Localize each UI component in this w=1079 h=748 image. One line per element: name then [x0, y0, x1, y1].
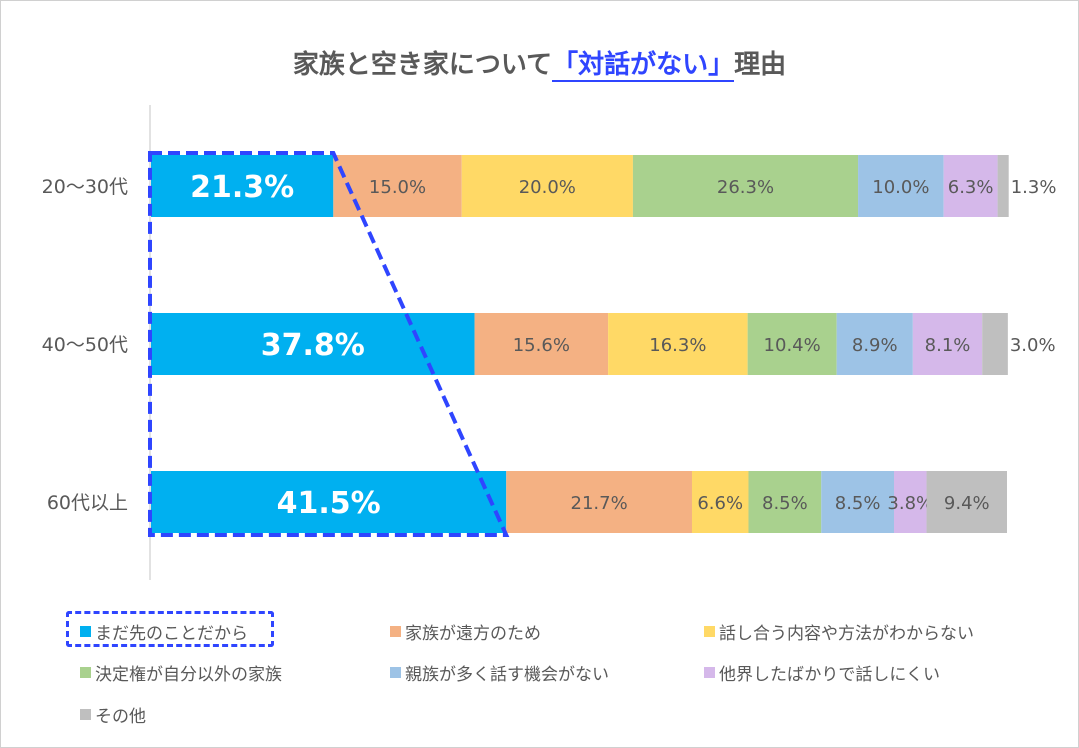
bar-segment	[474, 313, 609, 375]
legend-swatch	[390, 626, 401, 637]
data-label: 21.3%	[190, 170, 294, 205]
legend-item: その他	[80, 702, 146, 727]
data-label: 3.0%	[1010, 335, 1056, 356]
bar-segment	[997, 155, 1009, 217]
data-label: 15.6%	[513, 335, 570, 356]
legend-label: 決定権が自分以外の家族	[95, 665, 282, 685]
legend-label: まだ先のことだから	[95, 624, 248, 644]
legend-item: 家族が遠方のため	[390, 619, 541, 644]
bar-segment	[943, 155, 998, 217]
category-label: 20～30代	[42, 176, 128, 198]
bar-segment	[747, 313, 837, 375]
data-label: 10.0%	[872, 177, 929, 198]
data-label: 15.0%	[369, 177, 426, 198]
data-label: 6.3%	[948, 177, 994, 198]
data-label: 9.4%	[944, 493, 990, 514]
bar-segment	[691, 471, 749, 533]
legend-label: 家族が遠方のため	[405, 624, 541, 644]
legend-swatch	[704, 626, 715, 637]
legend-label: 話し合う内容や方法がわからない	[719, 624, 974, 644]
bar-segment	[608, 313, 748, 375]
legend-highlight-box	[66, 611, 274, 647]
legend-label: その他	[95, 707, 146, 727]
legend-swatch	[704, 667, 715, 678]
highlight-outline	[148, 151, 510, 537]
legend-item: 親族が多く話す機会がない	[390, 660, 609, 685]
legend-item: 他界したばかりで話しにくい	[704, 660, 940, 685]
legend-swatch	[80, 626, 91, 637]
bar-segment	[894, 471, 927, 533]
bar-segment	[982, 313, 1008, 375]
data-label: 41.5%	[277, 486, 381, 521]
legend-label: 他界したばかりで話しにくい	[719, 665, 940, 685]
data-label: 1.3%	[1011, 177, 1057, 198]
title-suffix: 理由	[734, 50, 787, 80]
legend-item: 話し合う内容や方法がわからない	[704, 619, 974, 644]
data-label: 37.8%	[261, 328, 365, 363]
bar-segment	[836, 313, 913, 375]
category-label: 60代以上	[47, 492, 128, 514]
bar-segment	[151, 155, 334, 217]
bar-segment	[151, 313, 475, 375]
data-label: 8.5%	[762, 493, 808, 514]
bar-segment	[912, 313, 983, 375]
data-label: 16.3%	[649, 335, 706, 356]
bar-segment	[506, 471, 692, 533]
bar-segment	[748, 471, 822, 533]
bar-segment	[632, 155, 859, 217]
data-label: 10.4%	[764, 335, 821, 356]
data-label: 26.3%	[717, 177, 774, 198]
bar-segment	[461, 155, 633, 217]
data-label: 3.8%	[887, 493, 933, 514]
legend-label: 親族が多く話す機会がない	[405, 665, 609, 685]
legend-swatch	[80, 709, 91, 720]
title-prefix: 家族と空き家について	[292, 50, 553, 80]
data-label: 8.1%	[925, 335, 971, 356]
bar-segment	[151, 471, 507, 533]
data-label: 8.9%	[852, 335, 898, 356]
data-label: 6.6%	[697, 493, 743, 514]
data-label: 20.0%	[519, 177, 576, 198]
legend-swatch	[80, 667, 91, 678]
legend-item: 決定権が自分以外の家族	[80, 660, 282, 685]
bar-segment	[821, 471, 895, 533]
data-label: 21.7%	[571, 493, 628, 514]
chart-title: 家族と空き家について「対話がない」理由	[0, 44, 1079, 82]
category-label: 40～50代	[42, 334, 128, 356]
bar-segment	[858, 155, 944, 217]
title-highlight: 「対話がない」	[552, 50, 735, 82]
legend-item: まだ先のことだから	[80, 619, 248, 644]
bar-segment	[333, 155, 462, 217]
data-label: 8.5%	[835, 493, 881, 514]
bar-segment	[926, 471, 1007, 533]
legend-swatch	[390, 667, 401, 678]
